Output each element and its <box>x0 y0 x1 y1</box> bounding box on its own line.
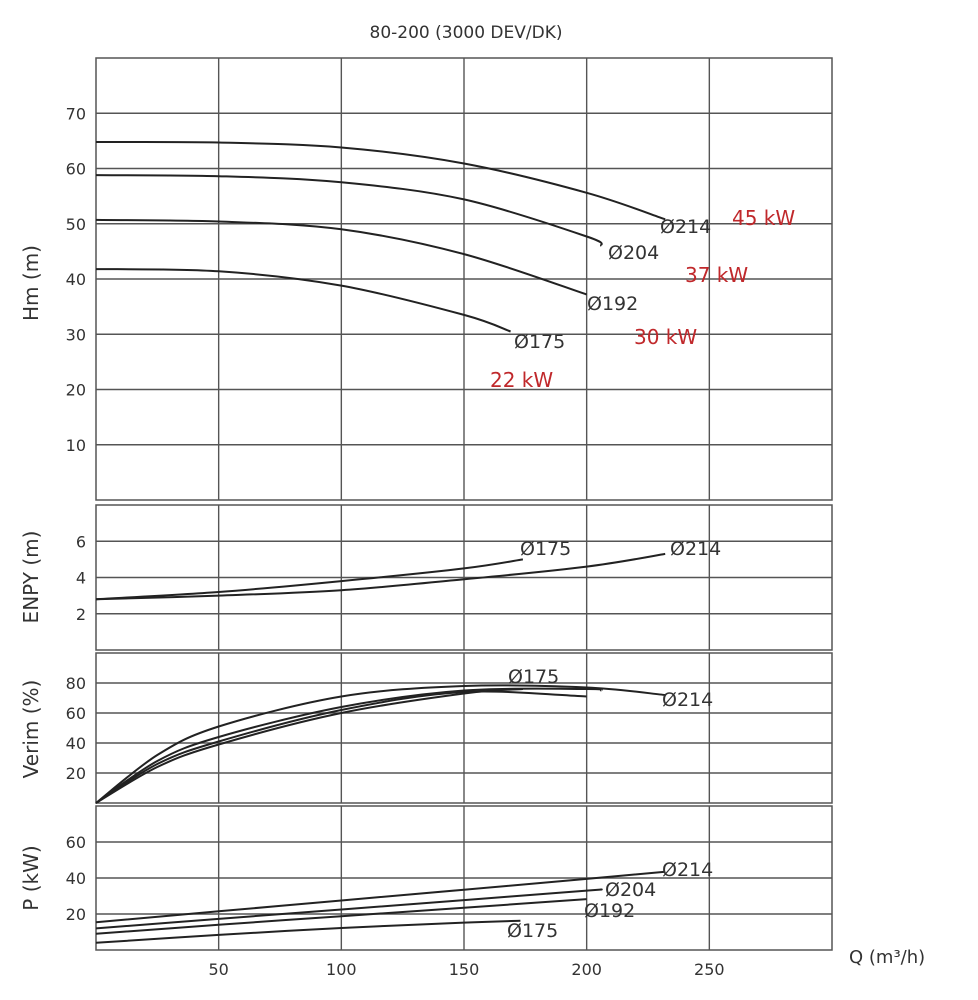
curve-power-d175 <box>95 919 521 944</box>
y-tick-label-efficiency-60: 60 <box>66 704 86 723</box>
curves-layer <box>95 140 666 944</box>
y-tick-label-head-20: 20 <box>66 381 86 400</box>
y-tick-label-power-20: 20 <box>66 905 86 924</box>
curve-head-d175 <box>95 268 511 333</box>
curve-label-power-d192: Ø192 <box>584 900 635 922</box>
curve-label-efficiency-d214: Ø214 <box>662 689 713 711</box>
grid-layer <box>95 57 833 951</box>
y-tick-label-efficiency-20: 20 <box>66 764 86 783</box>
curve-npsh-d175 <box>95 558 524 601</box>
curve-power-d192 <box>95 898 587 935</box>
y-axis-label-head: Hm (m) <box>19 245 43 321</box>
y-tick-label-npsh-2: 2 <box>76 605 86 624</box>
x-axis-label: Q (m³/h) <box>849 947 925 968</box>
curve-label-head-d214: Ø214 <box>660 216 711 238</box>
y-tick-label-head-50: 50 <box>66 215 86 234</box>
motor-power-label-22-kW: 22 kW <box>490 368 553 392</box>
motor-power-label-45-kW: 45 kW <box>732 206 795 230</box>
chart-title: 80-200 (3000 DEV/DK) <box>370 23 563 43</box>
x-tick-label-200: 200 <box>571 960 602 979</box>
curve-label-head-d192: Ø192 <box>587 293 638 315</box>
y-tick-label-npsh-6: 6 <box>76 532 86 551</box>
curve-head-d214 <box>95 140 666 221</box>
curve-head-d204 <box>95 174 603 247</box>
motor-power-label-30-kW: 30 kW <box>634 325 697 349</box>
curve-label-power-d175: Ø175 <box>507 920 558 942</box>
x-tick-label-50: 50 <box>208 960 228 979</box>
curve-npsh-d214 <box>95 552 666 601</box>
y-axis-label-efficiency: Verim (%) <box>19 680 43 779</box>
y-tick-label-power-40: 40 <box>66 869 86 888</box>
x-tick-label-250: 250 <box>694 960 725 979</box>
y-tick-label-head-40: 40 <box>66 270 86 289</box>
y-tick-label-head-10: 10 <box>66 436 86 455</box>
curve-efficiency-d175 <box>95 688 523 804</box>
y-tick-label-power-60: 60 <box>66 833 86 852</box>
curve-head-d192 <box>95 218 588 296</box>
y-tick-label-head-30: 30 <box>66 325 86 344</box>
curve-label-npsh-d214: Ø214 <box>670 538 721 560</box>
curve-label-npsh-d175: Ø175 <box>520 538 571 560</box>
curve-label-head-d175: Ø175 <box>514 331 565 353</box>
curve-label-efficiency-d175: Ø175 <box>508 666 559 688</box>
y-tick-label-npsh-4: 4 <box>76 569 86 588</box>
curve-efficiency-d214 <box>95 684 666 804</box>
y-tick-label-head-70: 70 <box>66 104 86 123</box>
curve-power-d204 <box>95 888 603 930</box>
x-tick-label-100: 100 <box>326 960 357 979</box>
curve-label-power-d214: Ø214 <box>662 859 713 881</box>
y-tick-label-head-60: 60 <box>66 160 86 179</box>
curve-label-power-d204: Ø204 <box>605 879 656 901</box>
motor-power-label-37-kW: 37 kW <box>685 263 748 287</box>
curve-power-d214 <box>95 870 666 924</box>
curve-label-head-d204: Ø204 <box>608 242 659 264</box>
y-axis-label-power: P (kW) <box>19 845 43 910</box>
y-axis-label-npsh: ENPY (m) <box>19 531 43 624</box>
y-tick-label-efficiency-80: 80 <box>66 674 86 693</box>
x-tick-label-150: 150 <box>449 960 480 979</box>
curve-efficiency-d204 <box>95 687 603 804</box>
y-tick-label-efficiency-40: 40 <box>66 734 86 753</box>
